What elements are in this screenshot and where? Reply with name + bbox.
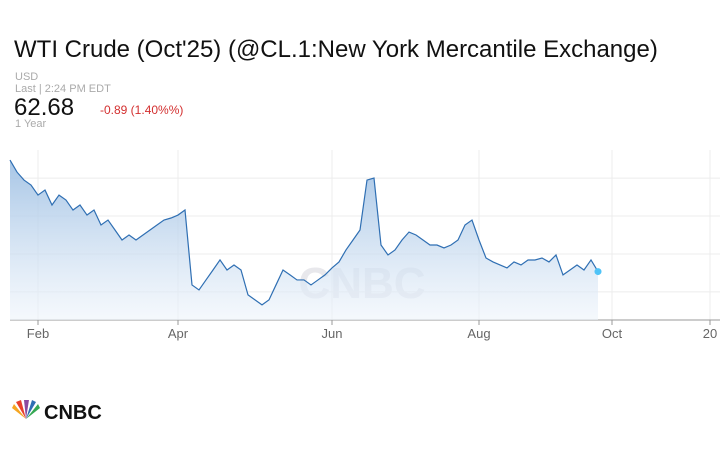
brand: CNBC <box>44 402 102 424</box>
x-tick-label: Aug <box>467 326 490 341</box>
title: WTI Crude (Oct'25) (@CL.1:New York Merca… <box>14 36 658 63</box>
change: -0.89 (1.40%%) <box>100 103 183 117</box>
x-tick-label: 20 <box>703 326 717 341</box>
x-tick-label: Oct <box>602 326 623 341</box>
x-tick-label: Jun <box>322 326 343 341</box>
price: 62.68 <box>14 94 74 121</box>
line <box>9 159 599 306</box>
area <box>10 160 598 320</box>
currency: USD <box>15 71 38 83</box>
last-point <box>594 268 602 276</box>
x-tick-label: Apr <box>168 326 189 341</box>
range: 1 Year <box>15 118 47 130</box>
x-tick-label: Feb <box>27 326 49 341</box>
logo: CNBC <box>12 400 102 424</box>
timestamp: Last | 2:24 PM EDT <box>15 83 111 95</box>
